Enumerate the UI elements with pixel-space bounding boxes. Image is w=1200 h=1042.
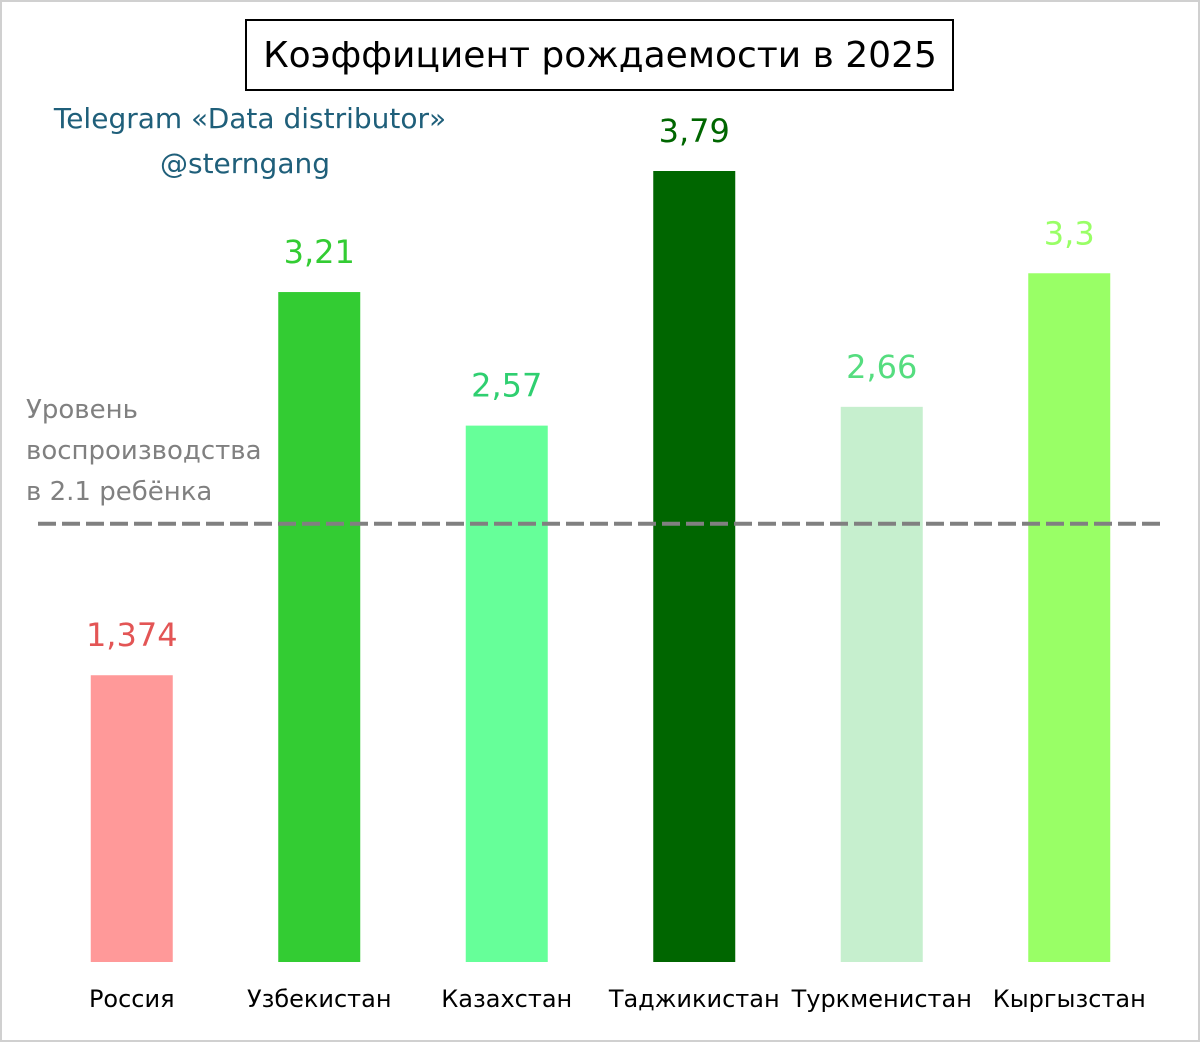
- bar: [840, 406, 923, 962]
- bar: [1028, 273, 1111, 962]
- reference-label: Уровень: [26, 395, 138, 425]
- value-label: 2,57: [471, 367, 542, 405]
- x-tick-label: Казахстан: [441, 985, 572, 1013]
- bar: [90, 675, 173, 962]
- value-label: 3,3: [1044, 214, 1095, 252]
- value-label: 3,21: [284, 233, 355, 271]
- x-tick-label: Таджикистан: [608, 985, 780, 1013]
- value-label: 1,374: [86, 616, 178, 654]
- bar: [653, 171, 736, 962]
- x-tick-label: Россия: [89, 985, 175, 1013]
- bar: [465, 425, 548, 962]
- title-box: [245, 19, 954, 91]
- x-tick-label: Узбекистан: [247, 985, 392, 1013]
- subtitle: @sterngang: [160, 147, 330, 180]
- bar: [278, 292, 361, 962]
- reference-label: воспроизводства: [26, 436, 262, 466]
- value-label: 2,66: [846, 348, 917, 386]
- subtitle: Telegram «Data distributor»: [53, 102, 446, 135]
- chart-title: Коэффициент рождаемости в 2025: [263, 35, 937, 76]
- x-tick-label: Туркменистан: [791, 985, 972, 1013]
- x-tick-label: Кыргызстан: [993, 985, 1146, 1013]
- reference-label: в 2.1 ребёнка: [26, 477, 212, 507]
- value-label: 3,79: [659, 112, 730, 150]
